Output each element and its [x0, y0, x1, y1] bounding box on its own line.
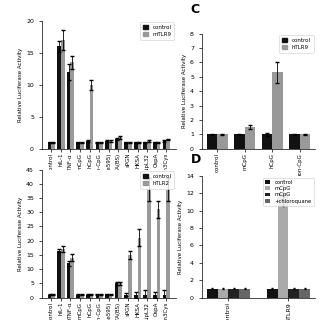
Bar: [67, 263, 70, 298]
Bar: [157, 209, 160, 298]
Text: D: D: [190, 153, 201, 166]
Bar: [245, 127, 255, 149]
Bar: [207, 289, 218, 298]
Bar: [128, 142, 132, 149]
Bar: [218, 289, 228, 298]
Bar: [157, 142, 160, 149]
Bar: [90, 85, 93, 149]
Bar: [48, 295, 51, 298]
Y-axis label: Relative Luciferase Activity: Relative Luciferase Activity: [182, 54, 187, 128]
Bar: [61, 249, 65, 298]
Bar: [234, 134, 245, 149]
Bar: [109, 141, 112, 149]
Bar: [90, 295, 93, 298]
Bar: [99, 295, 103, 298]
Bar: [96, 295, 99, 298]
Bar: [217, 134, 228, 149]
Bar: [163, 141, 166, 149]
Bar: [70, 62, 74, 149]
Bar: [262, 134, 272, 149]
Bar: [105, 141, 109, 149]
Bar: [67, 72, 70, 149]
Bar: [124, 142, 128, 149]
Bar: [57, 251, 61, 298]
Bar: [147, 189, 151, 298]
Bar: [134, 142, 138, 149]
Bar: [118, 284, 122, 298]
Y-axis label: Relative Luciferase Activity: Relative Luciferase Activity: [18, 196, 23, 271]
Bar: [86, 295, 90, 298]
Bar: [99, 142, 103, 149]
Bar: [299, 289, 310, 298]
Bar: [115, 284, 118, 298]
Bar: [115, 139, 118, 149]
Bar: [153, 142, 157, 149]
Bar: [51, 142, 55, 149]
Bar: [267, 289, 278, 298]
Bar: [128, 255, 132, 298]
Bar: [166, 139, 170, 149]
Bar: [147, 141, 151, 149]
Bar: [86, 141, 90, 149]
Bar: [76, 142, 80, 149]
Bar: [143, 295, 147, 298]
Bar: [61, 40, 65, 149]
Legend: control, hTLR9: control, hTLR9: [279, 35, 314, 52]
Bar: [57, 46, 61, 149]
Y-axis label: Relative Luciferase Activity: Relative Luciferase Activity: [178, 200, 183, 274]
Bar: [166, 189, 170, 298]
Bar: [289, 134, 300, 149]
Bar: [80, 295, 84, 298]
Bar: [143, 142, 147, 149]
Bar: [48, 142, 51, 149]
Bar: [138, 238, 141, 298]
Bar: [109, 294, 112, 298]
Bar: [228, 289, 239, 298]
Bar: [51, 295, 55, 298]
Bar: [76, 295, 80, 298]
Bar: [134, 295, 138, 298]
Bar: [163, 295, 166, 298]
Bar: [70, 258, 74, 298]
Bar: [96, 142, 99, 149]
Bar: [300, 134, 310, 149]
Y-axis label: Relative Luciferase Activity: Relative Luciferase Activity: [18, 48, 23, 122]
Bar: [239, 289, 250, 298]
Bar: [118, 137, 122, 149]
Bar: [272, 73, 283, 149]
Bar: [207, 134, 217, 149]
Bar: [105, 294, 109, 298]
Bar: [124, 295, 128, 298]
Bar: [153, 295, 157, 298]
Text: C: C: [190, 4, 200, 16]
Bar: [138, 142, 141, 149]
Legend: control, mTLR9: control, mTLR9: [140, 22, 174, 40]
Legend: control, mCpG, mCpG, +chloroquane: control, mCpG, mCpG, +chloroquane: [263, 178, 314, 206]
Bar: [80, 142, 84, 149]
Legend: control, hTLR2: control, hTLR2: [140, 171, 174, 188]
Bar: [278, 193, 288, 298]
Bar: [288, 289, 299, 298]
